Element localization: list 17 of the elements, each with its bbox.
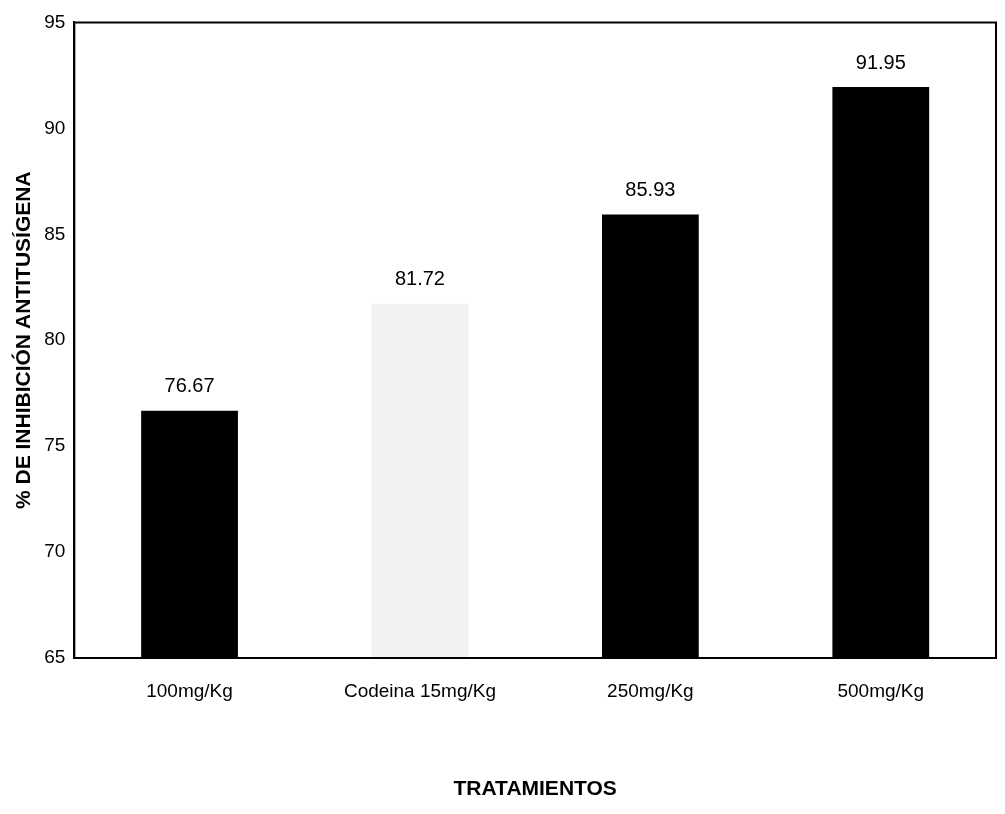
y-tick-label: 70 [44, 540, 66, 562]
data-label: 91.95 [855, 50, 906, 73]
data-label: 81.72 [394, 267, 445, 290]
y-tick-label: 90 [44, 116, 66, 138]
data-label: 76.67 [164, 374, 215, 397]
y-tick-label: 80 [44, 328, 66, 350]
y-tick-label: 65 [44, 646, 66, 668]
x-tick-label: Codeina 15mg/Kg [343, 679, 497, 701]
y-tick-label: 95 [44, 10, 66, 32]
y-tick-label: 75 [44, 434, 66, 456]
x-tick-label: 100mg/Kg [146, 679, 233, 701]
y-tick-label: 85 [44, 222, 66, 244]
x-tick-label: 250mg/Kg [607, 679, 694, 701]
x-axis-title: TRATAMIENTOS [453, 776, 617, 800]
y-axis-title: % DE INHIBICIÓN ANTITUSÍGENA [11, 171, 35, 509]
data-label: 85.93 [625, 178, 676, 201]
x-tick-label: 500mg/Kg [837, 679, 925, 701]
